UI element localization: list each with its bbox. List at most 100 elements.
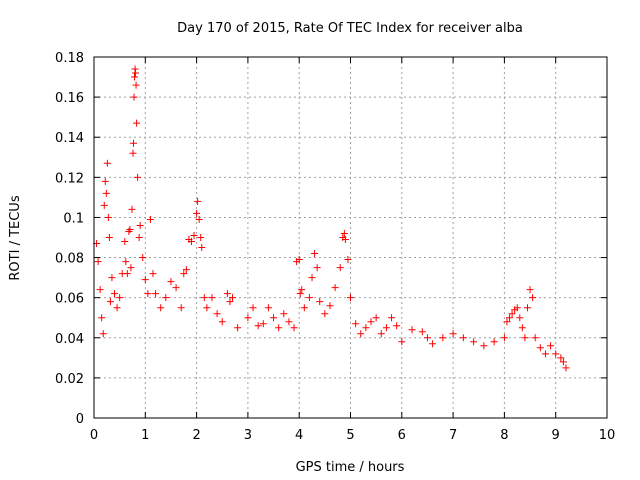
data-point	[130, 139, 138, 147]
data-point	[126, 225, 134, 233]
data-point	[459, 334, 467, 342]
data-point	[372, 314, 380, 322]
y-tick-label: 0.04	[55, 332, 84, 347]
data-point	[562, 364, 570, 372]
data-point	[157, 304, 165, 312]
y-tick-label: 0.02	[55, 372, 84, 387]
data-point	[523, 304, 531, 312]
data-point	[127, 264, 135, 272]
data-point	[139, 254, 147, 262]
data-point	[223, 290, 231, 298]
data-point	[100, 201, 108, 209]
axis-ticks: 0 1 2 3 4 5 6 7 8 9 10 0 0.02 0.04 0.06 0.08 0.1 0.12 0.14…	[55, 51, 615, 443]
data-point	[149, 270, 157, 278]
data-point	[529, 294, 537, 302]
data-point	[506, 314, 514, 322]
data-point	[132, 69, 140, 77]
x-tick-label: 3	[244, 428, 252, 443]
data-point	[200, 294, 208, 302]
data-point	[536, 344, 544, 352]
data-point	[449, 330, 457, 338]
data-point	[152, 290, 160, 298]
data-point	[513, 304, 521, 312]
y-tick-label: 0.06	[55, 292, 84, 307]
data-point	[177, 304, 185, 312]
data-point	[557, 354, 565, 362]
data-point	[190, 231, 198, 239]
data-point	[377, 330, 385, 338]
data-point	[229, 294, 237, 302]
x-tick-label: 1	[141, 428, 149, 443]
y-tick-label: 0.16	[55, 91, 84, 106]
data-point	[234, 324, 242, 332]
data-point	[195, 215, 203, 223]
data-point	[290, 324, 298, 332]
data-point	[132, 81, 140, 89]
data-point	[285, 318, 293, 326]
data-point	[123, 270, 131, 278]
x-axis-label: GPS time / hours	[296, 460, 405, 475]
data-point	[162, 294, 170, 302]
data-point	[503, 318, 511, 326]
data-point	[280, 310, 288, 318]
data-point	[218, 318, 226, 326]
data-point	[357, 330, 365, 338]
x-tick-label: 2	[192, 428, 200, 443]
data-point	[144, 290, 152, 298]
data-point	[500, 334, 508, 342]
y-tick-label: 0	[76, 412, 84, 427]
y-axis-label: ROTI / TECUs	[8, 195, 23, 280]
data-point	[264, 304, 272, 312]
data-point	[547, 342, 555, 350]
data-point	[393, 322, 401, 330]
data-point	[208, 294, 216, 302]
data-point	[133, 119, 141, 127]
data-point	[331, 284, 339, 292]
data-point	[531, 334, 539, 342]
data-point	[341, 236, 349, 244]
data-point	[131, 65, 139, 73]
grid-lines	[94, 57, 607, 418]
data-point	[131, 73, 139, 81]
data-point	[180, 270, 188, 278]
data-point	[103, 159, 111, 167]
data-point	[172, 284, 180, 292]
data-point	[270, 314, 278, 322]
x-tick-label: 7	[449, 428, 457, 443]
data-point	[559, 358, 567, 366]
data-point	[128, 205, 136, 213]
data-point	[141, 276, 149, 284]
x-tick-label: 5	[346, 428, 354, 443]
data-point	[382, 324, 390, 332]
data-point	[113, 304, 121, 312]
data-point	[490, 338, 498, 346]
y-tick-label: 0.08	[55, 252, 84, 267]
data-point	[187, 238, 195, 246]
data-point	[352, 320, 360, 328]
data-point	[326, 302, 334, 310]
data-point	[429, 340, 437, 348]
data-point	[305, 294, 313, 302]
data-point	[135, 234, 143, 241]
data-point	[98, 314, 106, 322]
data-point	[130, 93, 138, 101]
data-point	[102, 189, 110, 197]
data-point	[480, 342, 488, 350]
y-tick-label: 0.18	[55, 51, 84, 66]
data-point	[508, 310, 516, 318]
data-point	[300, 304, 308, 312]
data-point	[362, 324, 370, 332]
data-point	[94, 258, 102, 266]
data-point	[398, 338, 406, 346]
data-point	[470, 338, 478, 346]
data-point	[116, 294, 124, 302]
data-point	[197, 234, 205, 241]
data-point	[106, 298, 114, 306]
data-points	[93, 65, 570, 372]
data-point	[121, 238, 129, 246]
data-point	[296, 290, 304, 298]
data-point	[193, 209, 201, 217]
data-point	[198, 244, 206, 252]
